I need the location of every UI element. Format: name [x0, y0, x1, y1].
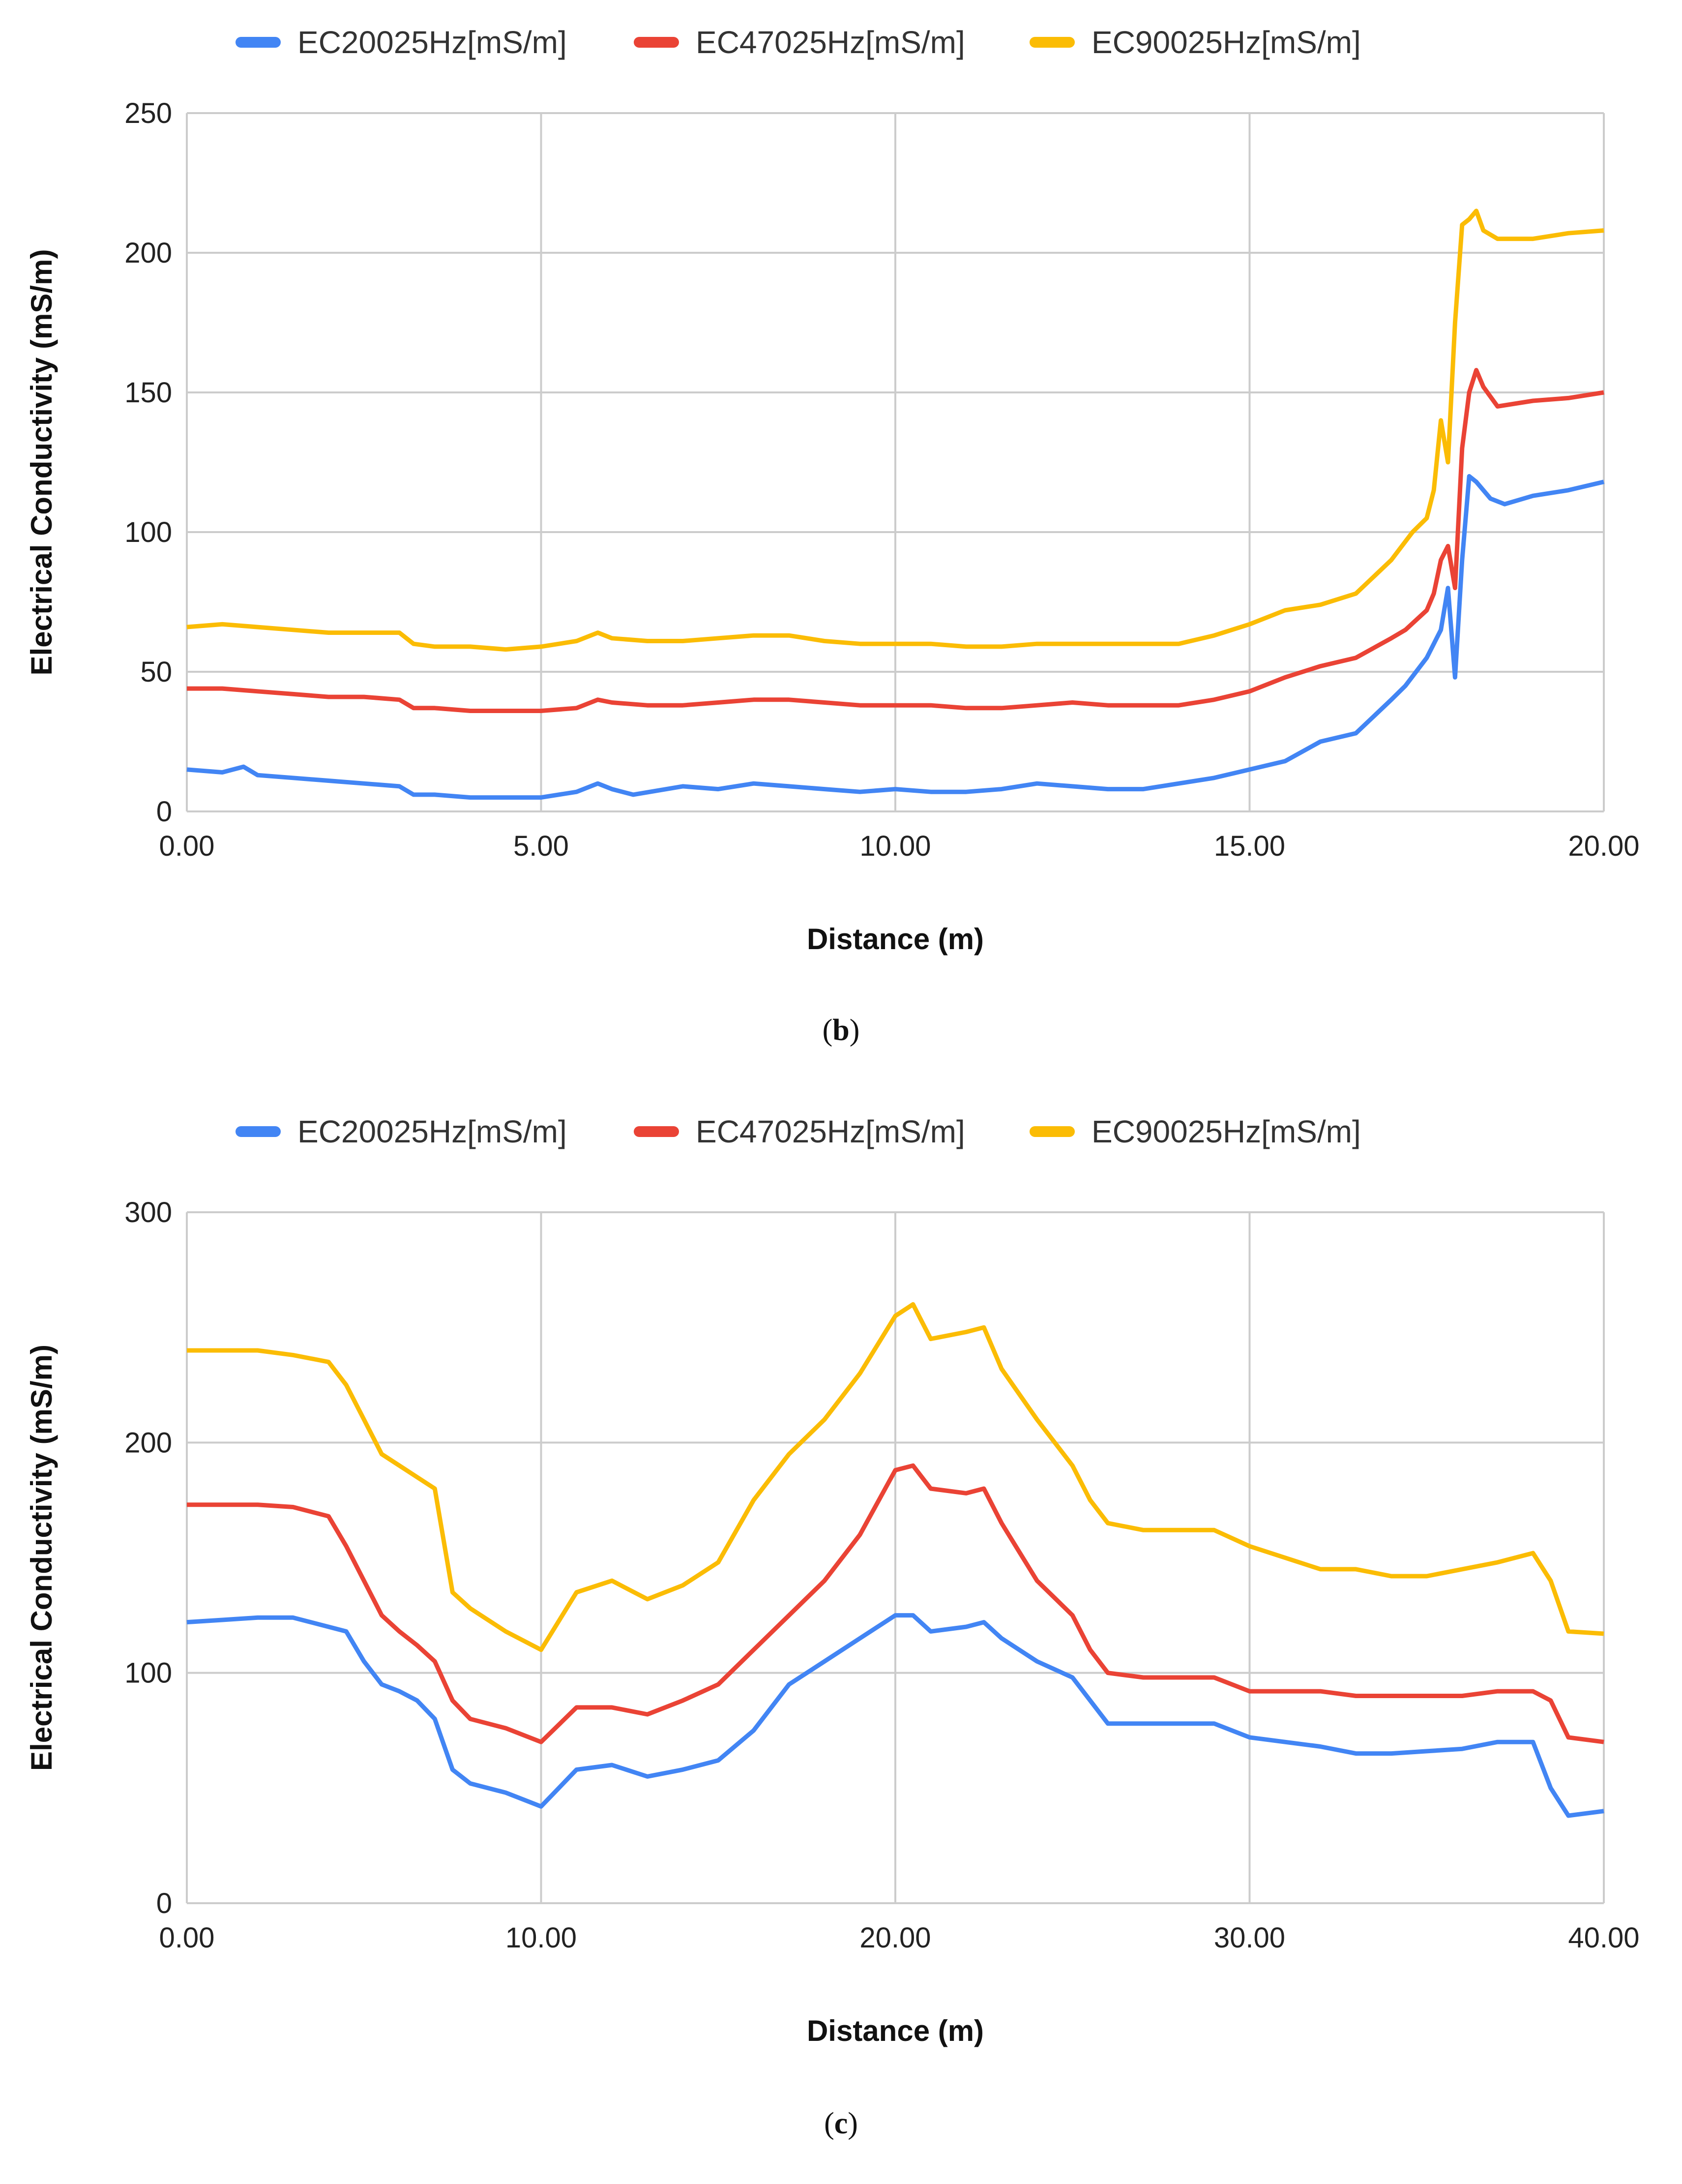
x-axis-title-b: Distance (m) [807, 923, 984, 956]
legend-label-c-1: EC47025Hz[mS/m] [696, 1114, 965, 1149]
chart-c-svg: EC20025Hz[mS/m] EC47025Hz[mS/m] EC90025Hz[… [25, 1114, 1640, 2047]
chart-panel-b: EC20025Hz[mS/m] EC47025Hz[mS/m] EC90025Hz[… [0, 0, 1682, 1089]
x-tick-label-b-2: 10.00 [859, 830, 931, 862]
y-tick-label-b-1: 50 [140, 656, 172, 688]
x-tick-label-c-3: 30.00 [1214, 1922, 1285, 1954]
y-tick-label-b-2: 100 [124, 516, 172, 548]
y-tick-label-c-3: 300 [124, 1197, 172, 1228]
y-axis-title-b: Electrical Conductivity (mS/m) [25, 249, 58, 676]
series-line-c-0 [186, 1613, 1604, 1818]
x-tick-label-b-1: 5.00 [513, 830, 569, 862]
x-tick-label-b-0: 0.00 [159, 830, 215, 862]
legend-label-b-1: EC47025Hz[mS/m] [696, 25, 965, 60]
series-line-b-1 [187, 368, 1604, 713]
caption-b: (b) [822, 1014, 860, 1047]
chart-b-svg: EC20025Hz[mS/m] EC47025Hz[mS/m] EC90025Hz[… [25, 25, 1640, 956]
y-tick-label-b-4: 200 [124, 237, 172, 269]
series-line-c-1 [187, 1463, 1604, 1744]
y-axis-title-c: Electrical Conductivity (mS/m) [25, 1345, 58, 1771]
x-tick-label-c-4: 40.00 [1568, 1922, 1639, 1954]
y-tick-label-b-0: 0 [156, 796, 172, 828]
caption-c: (c) [824, 2107, 858, 2140]
legend-label-b-0: EC20025Hz[mS/m] [297, 25, 567, 60]
legend-label-c-2: EC90025Hz[mS/m] [1092, 1114, 1361, 1149]
legend-label-b-2: EC90025Hz[mS/m] [1092, 25, 1361, 60]
series-line-b-0 [186, 474, 1605, 800]
y-tick-label-b-5: 250 [124, 97, 172, 129]
x-tick-label-c-2: 20.00 [859, 1922, 931, 1954]
x-tick-label-b-4: 20.00 [1568, 830, 1639, 862]
x-tick-label-c-1: 10.00 [505, 1922, 577, 1954]
x-tick-label-b-3: 15.00 [1214, 830, 1285, 862]
x-tick-label-c-0: 0.00 [159, 1922, 215, 1954]
series-line-c-2 [187, 1302, 1604, 1652]
y-tick-label-b-3: 150 [124, 377, 172, 409]
y-tick-label-c-2: 200 [124, 1427, 172, 1459]
chart-panel-c: EC20025Hz[mS/m] EC47025Hz[mS/m] EC90025Hz[… [0, 1089, 1682, 2184]
y-tick-label-c-1: 100 [124, 1657, 172, 1689]
legend-label-c-0: EC20025Hz[mS/m] [297, 1114, 567, 1149]
y-tick-label-c-0: 0 [156, 1887, 172, 1919]
series-line-b-2 [186, 209, 1604, 652]
x-axis-title-c: Distance (m) [807, 2014, 984, 2047]
